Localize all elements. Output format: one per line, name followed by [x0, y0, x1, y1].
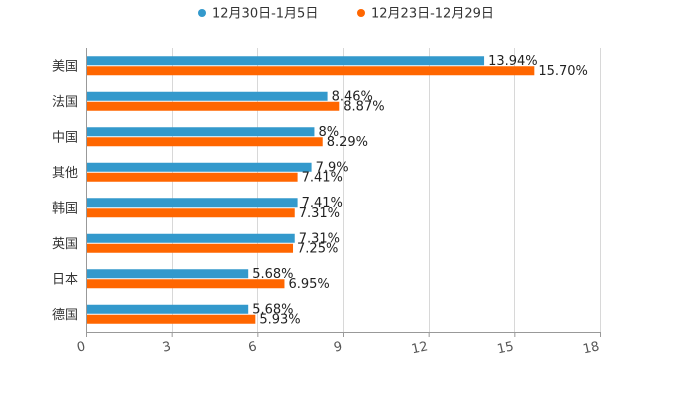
category-label-4: 韩国	[52, 201, 78, 216]
bar-1-6	[86, 279, 285, 289]
x-tick-label-0: 0	[76, 339, 87, 355]
data-label-1-7: 5.93%	[259, 312, 300, 327]
bar-0-6	[86, 269, 249, 279]
bar-1-7	[86, 314, 256, 324]
x-tick-label-15: 15	[496, 339, 515, 357]
category-label-6: 日本	[52, 272, 78, 287]
bar-0-7	[86, 304, 249, 314]
category-label-5: 英国	[52, 237, 78, 252]
bar-1-2	[86, 137, 323, 147]
bar-1-3	[86, 172, 298, 182]
data-label-1-3: 7.41%	[302, 170, 343, 185]
data-label-0-3: 7.9%	[316, 160, 349, 175]
data-label-0-0: 13.94%	[488, 54, 538, 69]
data-label-1-2: 8.29%	[327, 135, 368, 150]
category-label-3: 其他	[52, 166, 78, 181]
x-tick-label-6: 6	[247, 339, 258, 355]
grid	[172, 48, 601, 332]
legend-label-1: 12月23日-12月29日	[371, 7, 494, 22]
bar-1-1	[86, 101, 340, 111]
data-label-1-0: 15.70%	[538, 64, 588, 79]
legend-label-0: 12月30日-1月5日	[212, 7, 318, 22]
data-label-1-4: 7.31%	[299, 206, 340, 221]
data-label-0-5: 7.31%	[299, 231, 340, 246]
data-label-1-6: 6.95%	[288, 277, 329, 292]
data-label-0-2: 8%	[318, 125, 339, 140]
category-label-7: 德国	[52, 308, 78, 323]
data-label-0-6: 5.68%	[252, 267, 293, 282]
x-tick-label-12: 12	[410, 339, 429, 357]
x-tick-label-18: 18	[582, 339, 601, 357]
data-label-1-1: 8.87%	[343, 99, 384, 114]
x-tick-label-9: 9	[333, 339, 344, 355]
bar-1-5	[86, 243, 294, 253]
category-label-1: 法国	[52, 95, 78, 110]
data-label-1-5: 7.25%	[297, 241, 338, 256]
bars	[86, 56, 535, 324]
data-label-0-1: 8.46%	[332, 89, 373, 104]
bar-0-1	[86, 91, 328, 101]
bar-0-2	[86, 127, 315, 137]
x-tick-label-3: 3	[161, 339, 172, 355]
legend-marker-0	[198, 9, 206, 17]
bar-1-4	[86, 208, 295, 218]
data-label-0-4: 7.41%	[302, 196, 343, 211]
legend-marker-1	[357, 9, 365, 17]
bar-0-4	[86, 198, 298, 208]
data-labels: 13.94%15.70%8.46%8.87%8%8.29%7.9%7.41%7.…	[252, 54, 588, 328]
legend: 12月30日-1月5日 12月23日-12月29日	[198, 7, 494, 22]
category-label-2: 中国	[52, 130, 78, 145]
bar-0-3	[86, 162, 312, 172]
bar-0-5	[86, 233, 295, 243]
bar-1-0	[86, 66, 535, 76]
data-label-0-7: 5.68%	[252, 302, 293, 317]
category-label-0: 美国	[52, 59, 78, 74]
bar-0-0	[86, 56, 485, 66]
